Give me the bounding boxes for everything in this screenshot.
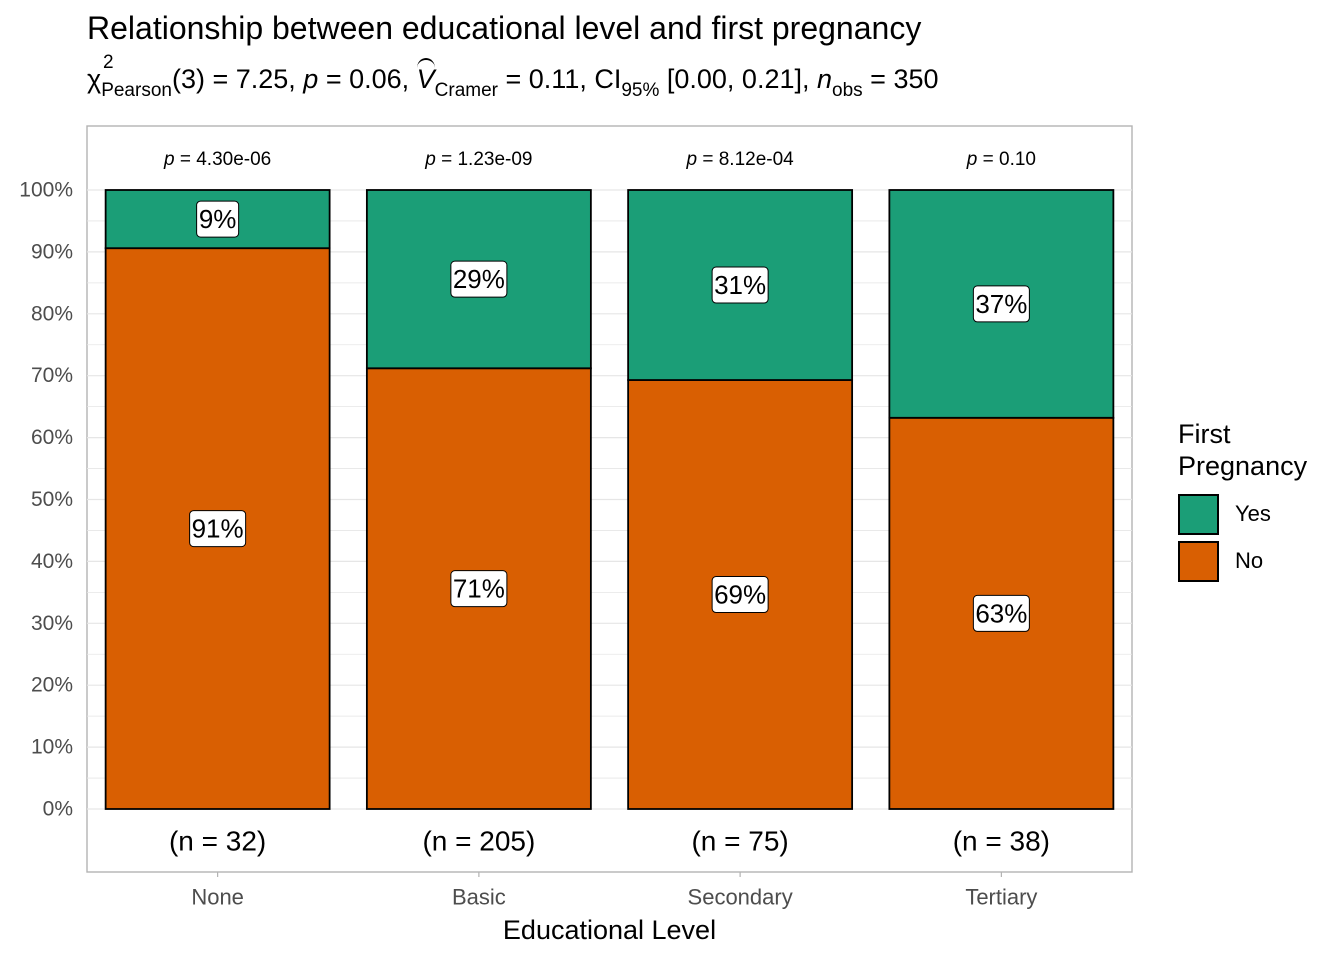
p-value-label: p = 1.23e-09 — [424, 149, 532, 170]
legend-label-no: No — [1235, 548, 1264, 573]
data-label-yes-box — [450, 260, 508, 298]
y-tick-label: 40% — [31, 550, 73, 573]
legend-label-yes: Yes — [1235, 501, 1271, 526]
data-label-yes-box — [196, 200, 240, 238]
y-tick-label: 100% — [19, 179, 73, 202]
y-tick-label: 80% — [31, 302, 73, 325]
data-label-yes-box — [711, 266, 769, 304]
y-tick-label: 20% — [31, 674, 73, 697]
n-count-label: (n = 75) — [691, 826, 788, 857]
data-label-no: 63% — [975, 598, 1027, 628]
data-label-no-box — [189, 510, 247, 548]
data-label-yes-box — [972, 285, 1030, 323]
n-count-label: (n = 32) — [169, 826, 266, 857]
data-label-no-box — [711, 576, 769, 614]
legend: First Pregnancy Yes No — [1178, 418, 1328, 583]
x-axis-title: Educational Level — [503, 915, 716, 945]
legend-title: First Pregnancy — [1178, 419, 1308, 481]
p-value-label: p = 0.10 — [966, 149, 1036, 170]
v-hat-symbol: V — [416, 58, 435, 94]
x-tick-label: Secondary — [688, 885, 793, 910]
legend-key-no — [1178, 540, 1219, 582]
data-label-no: 71% — [453, 574, 505, 604]
n-count-label: (n = 38) — [953, 826, 1050, 857]
legend-item-no: No — [1178, 539, 1328, 583]
data-label-yes: 37% — [975, 289, 1027, 319]
chart-title: Relationship between educational level a… — [87, 10, 922, 46]
legend-key-yes — [1178, 493, 1219, 535]
y-tick-label: 10% — [31, 736, 73, 759]
legend-item-yes: Yes — [1178, 492, 1328, 536]
data-label-no-box — [972, 594, 1030, 632]
y-tick-label: 70% — [31, 364, 73, 387]
chart-subtitle: χ 2 Pearson(3) = 7.25, p = 0.06, VCramer =… — [87, 52, 939, 101]
p-value-label: p = 4.30e-06 — [163, 149, 271, 170]
n-count-label: (n = 205) — [422, 826, 535, 857]
x-tick-label: Tertiary — [965, 885, 1037, 910]
data-label-yes: 31% — [714, 270, 766, 300]
y-tick-label: 0% — [43, 798, 73, 821]
y-tick-label: 60% — [31, 426, 73, 449]
data-label-yes: 9% — [199, 204, 237, 234]
x-tick-label: Basic — [452, 885, 506, 910]
data-label-yes: 29% — [453, 264, 505, 294]
p-value-label: p = 8.12e-04 — [686, 149, 795, 170]
x-tick-label: None — [191, 885, 244, 910]
y-tick-label: 50% — [31, 488, 73, 511]
y-tick-label: 90% — [31, 240, 73, 263]
data-label-no-box — [450, 570, 508, 608]
data-label-no: 69% — [714, 580, 766, 610]
data-label-no: 91% — [192, 514, 244, 544]
y-tick-label: 30% — [31, 612, 73, 635]
